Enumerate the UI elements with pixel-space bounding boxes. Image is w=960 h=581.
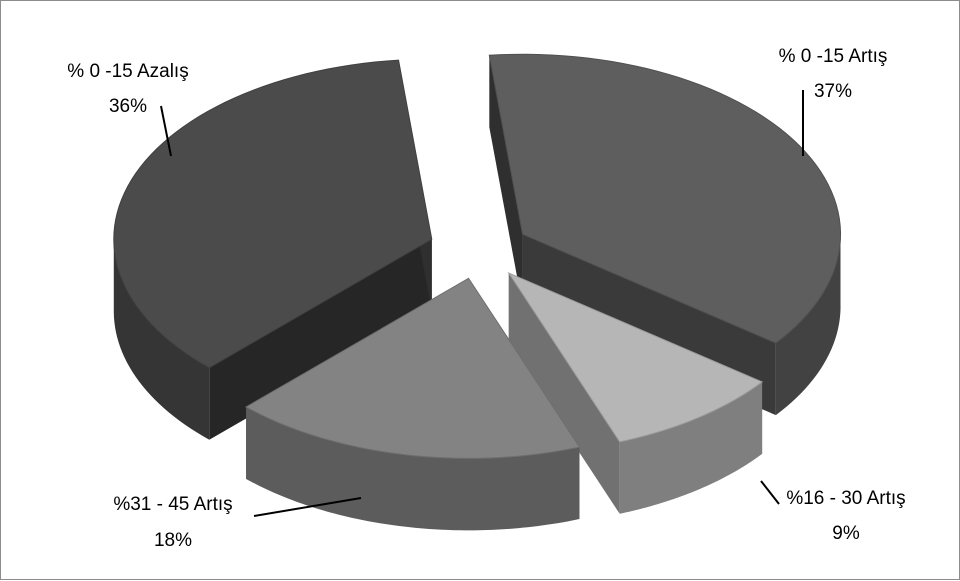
slice-category-label: %16 - 30 Artış: [786, 488, 905, 509]
slice-top-2: [245, 277, 581, 459]
leader-line: [760, 480, 780, 505]
leader-line: [253, 497, 362, 517]
slice-top-1: [507, 271, 764, 443]
leader-lines: [160, 90, 804, 517]
slice-value-label: 37%: [814, 81, 852, 102]
slice-category-label: %31 - 45 Artış: [113, 494, 232, 515]
slice-rim: [619, 381, 763, 514]
slice-top-0: [488, 53, 842, 344]
slice-category-label: % 0 -15 Azalış: [67, 61, 188, 82]
slice-top-3: [113, 59, 433, 369]
slice-rim: [246, 406, 580, 531]
slice-wall: [209, 239, 432, 440]
slice-category-label: % 0 -15 Artış: [779, 46, 888, 67]
slice-value-label: 9%: [832, 523, 860, 544]
slice-rim: [113, 239, 210, 440]
slice-wall: [508, 273, 620, 514]
slice-rim: [775, 230, 841, 416]
slice-wall: [489, 55, 523, 307]
pie-tops: [113, 53, 842, 459]
slice-value-label: 18%: [154, 530, 192, 551]
slice-labels: % 0 -15 Artış 37% %16 - 30 Artış 9% %31 - 45…: [67, 46, 905, 551]
slice-value-label: 36%: [109, 96, 147, 117]
leader-line: [160, 105, 172, 157]
